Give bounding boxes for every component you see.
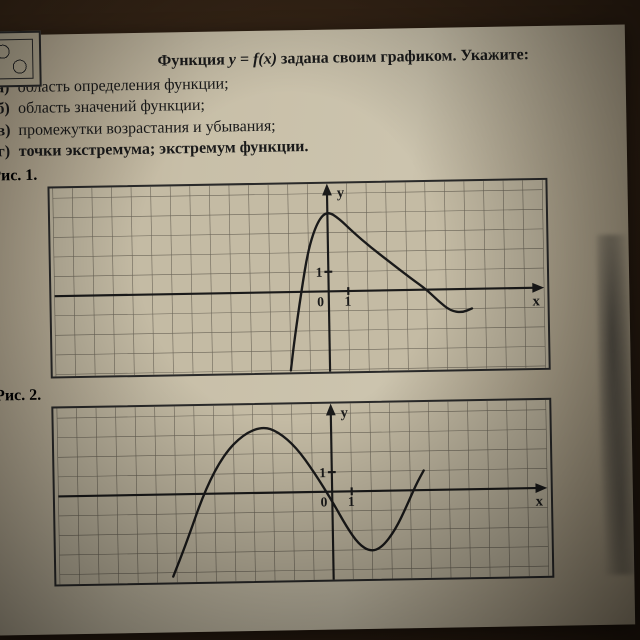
task-item-marker: г) (0, 142, 15, 164)
task-list: а)область определения функции;б)область … (0, 66, 607, 163)
lead-suffix: задана своим графиком. Укажите: (281, 46, 529, 67)
svg-text:0: 0 (317, 294, 324, 309)
figure-2-chart: x y 0 1 1 (51, 398, 554, 587)
task-item-marker: в) (0, 120, 15, 142)
lead-formula: y = f(x) (229, 51, 277, 69)
svg-text:1: 1 (316, 265, 323, 280)
worksheet-paper: Функция y = f(x) задана своим графиком. … (0, 24, 635, 635)
task-block: Функция y = f(x) задана своим графиком. … (0, 43, 607, 164)
svg-text:x: x (532, 293, 540, 309)
svg-text:y: y (337, 185, 345, 201)
svg-text:1: 1 (319, 465, 326, 480)
print-smudge (596, 234, 636, 575)
svg-text:0: 0 (320, 494, 327, 509)
svg-text:1: 1 (344, 294, 351, 309)
task-item-marker: б) (0, 98, 14, 120)
figure-1-chart: x y 0 1 1 (47, 178, 550, 379)
corner-ornament (0, 31, 42, 88)
task-item-text: точки экстремума; экстремум функции. (19, 136, 309, 163)
svg-text:x: x (536, 494, 544, 510)
lead-prefix: Функция (157, 51, 229, 69)
svg-text:y: y (340, 405, 348, 421)
svg-text:1: 1 (348, 494, 355, 509)
